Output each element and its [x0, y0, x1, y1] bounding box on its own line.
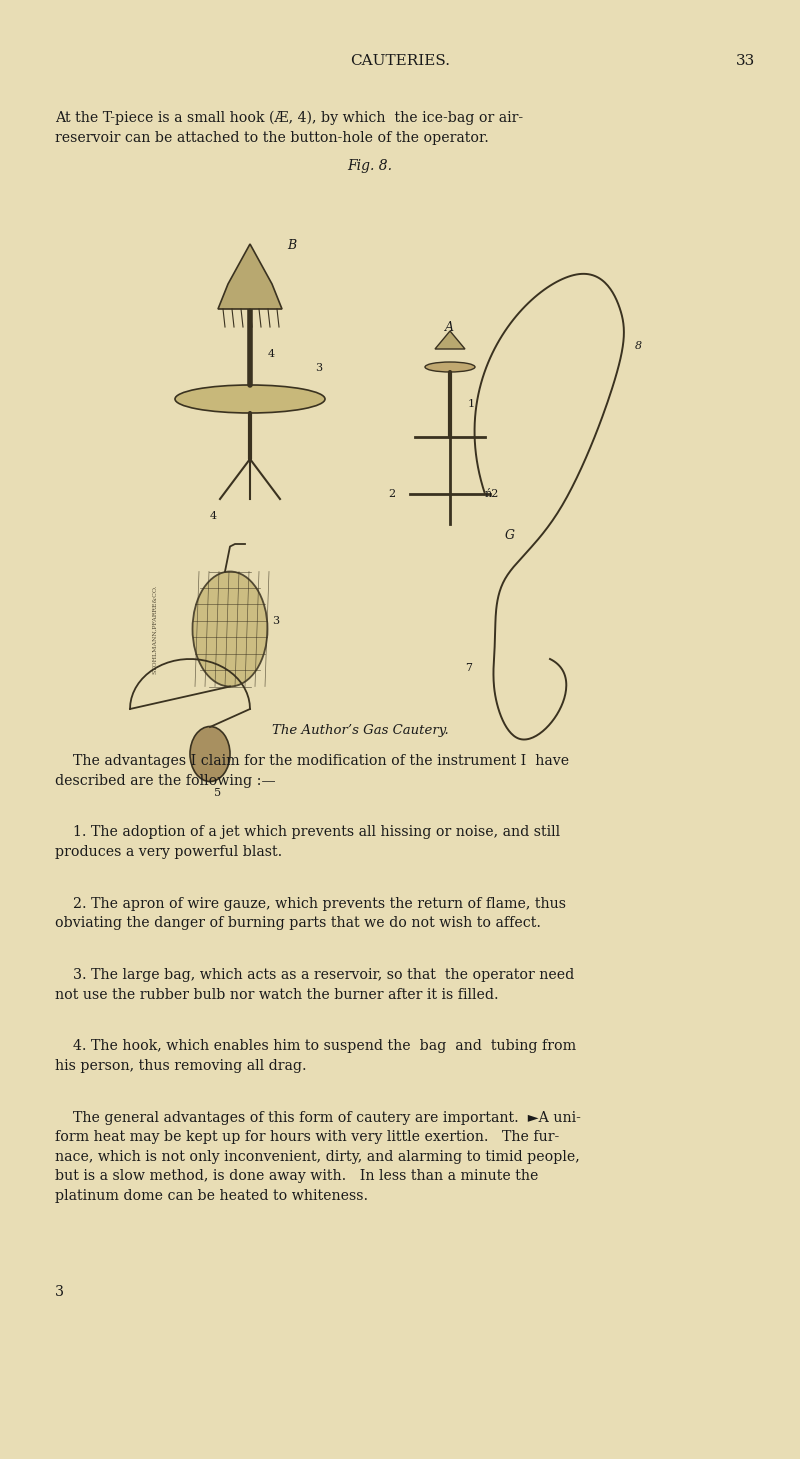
Text: 1: 1	[468, 398, 475, 409]
Text: 4: 4	[268, 349, 275, 359]
Text: At the T-piece is a small hook (Æ, 4), by which  the ice-bag or air-
reservoir c: At the T-piece is a small hook (Æ, 4), b…	[55, 111, 523, 146]
Text: 3: 3	[55, 1284, 64, 1299]
Polygon shape	[435, 331, 465, 349]
Text: The Author’s Gas Cautery.: The Author’s Gas Cautery.	[272, 724, 448, 737]
Ellipse shape	[175, 385, 325, 413]
Text: 2: 2	[388, 489, 395, 499]
Text: 4. The hook, which enables him to suspend the  bag  and  tubing from
his person,: 4. The hook, which enables him to suspen…	[55, 1039, 576, 1072]
Text: 3. The large bag, which acts as a reservoir, so that  the operator need
not use : 3. The large bag, which acts as a reserv…	[55, 967, 574, 1001]
Text: 1. The adoption of a jet which prevents all hissing or noise, and still
produces: 1. The adoption of a jet which prevents …	[55, 826, 560, 859]
Text: 8: 8	[635, 341, 642, 352]
Text: CAUTERIES.: CAUTERIES.	[350, 54, 450, 69]
Ellipse shape	[425, 362, 475, 372]
Text: B: B	[287, 239, 296, 252]
Text: The advantages I claim for the modification of the instrument I  have
described : The advantages I claim for the modificat…	[55, 754, 569, 788]
Text: A: A	[445, 321, 454, 334]
Text: G: G	[505, 530, 515, 541]
Ellipse shape	[190, 727, 230, 782]
Text: 33: 33	[736, 54, 755, 69]
Text: The general advantages of this form of cautery are important.  ►A uni-
form heat: The general advantages of this form of c…	[55, 1110, 581, 1202]
Text: 4: 4	[210, 511, 217, 521]
Text: Fig. 8.: Fig. 8.	[347, 159, 393, 174]
Text: STOHLMANN,PFARRE&CO.: STOHLMANN,PFARRE&CO.	[153, 584, 158, 674]
Text: 7: 7	[465, 662, 472, 673]
Polygon shape	[218, 244, 282, 309]
Text: 3: 3	[315, 363, 322, 374]
Text: 2. The apron of wire gauze, which prevents the return of flame, thus
obviating t: 2. The apron of wire gauze, which preven…	[55, 897, 566, 931]
Text: 5: 5	[214, 788, 221, 798]
Ellipse shape	[193, 572, 267, 687]
Text: 3: 3	[272, 616, 279, 626]
Text: ń2: ń2	[485, 489, 499, 499]
